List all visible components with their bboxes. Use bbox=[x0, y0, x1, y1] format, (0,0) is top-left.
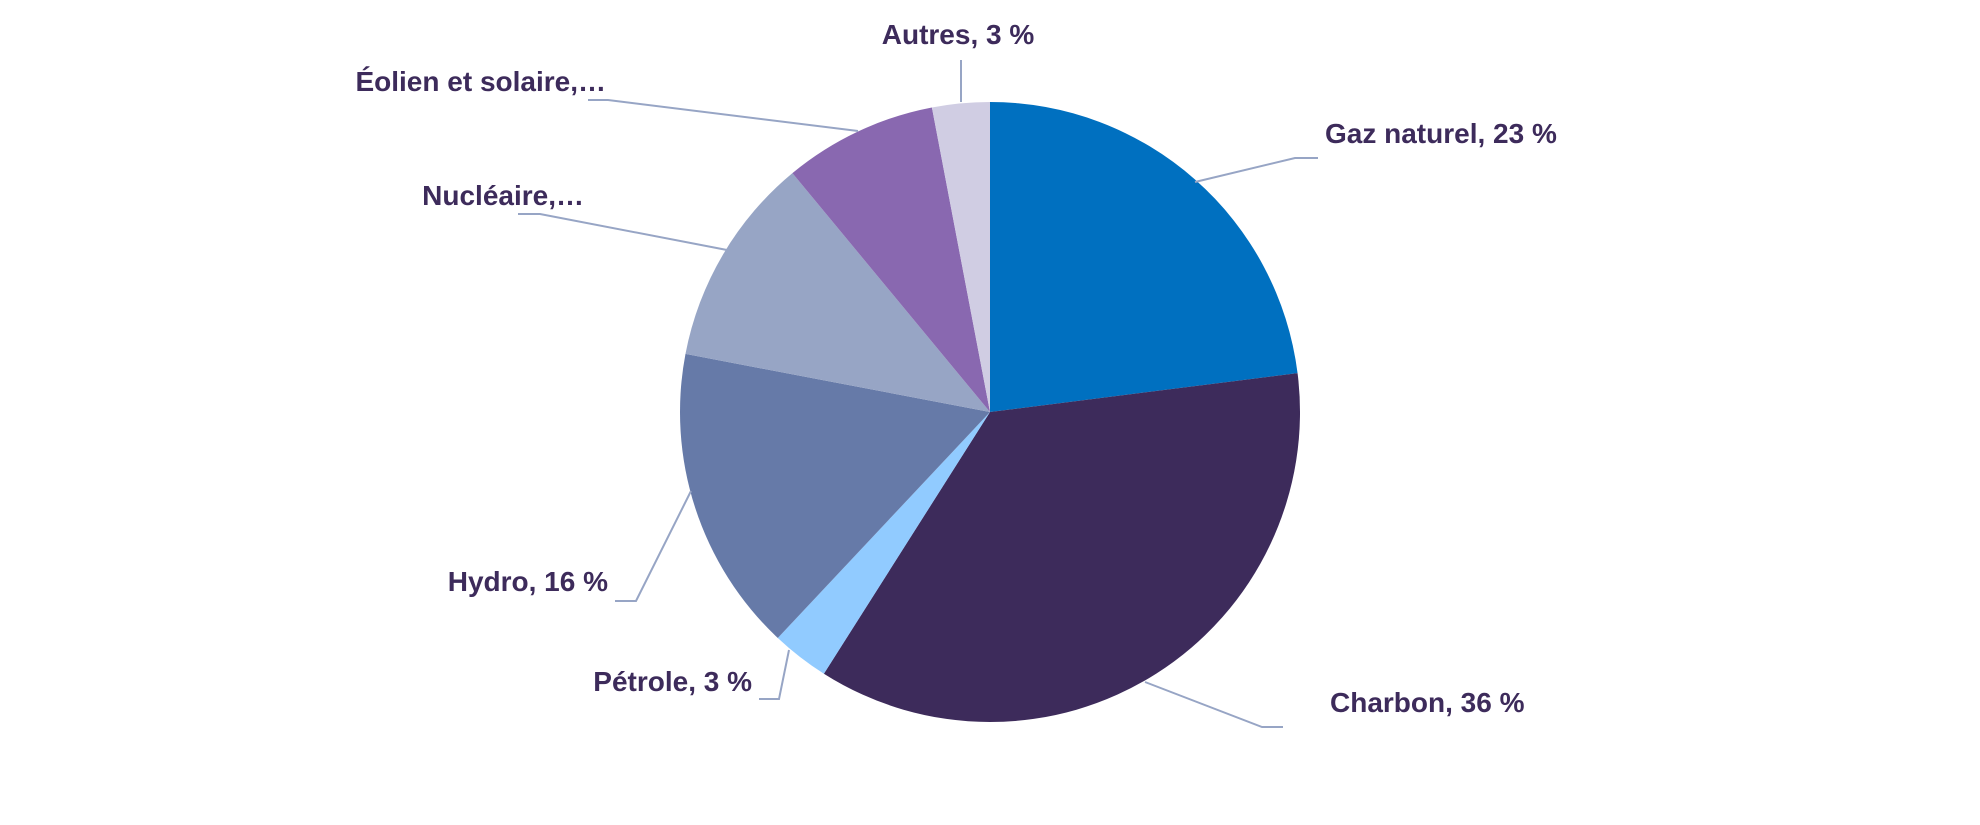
pie-slice-5 bbox=[685, 173, 990, 412]
slice-labels: Gaz naturel, 23 % Charbon, 36 % Pétrole, 3… bbox=[355, 19, 1556, 718]
pie-slice-3 bbox=[777, 412, 990, 674]
leader-line-1 bbox=[1194, 157, 1318, 183]
pie-slices bbox=[679, 102, 1301, 723]
slice-label-1: Gaz naturel, 23 % bbox=[1325, 118, 1557, 149]
pie-slice-1 bbox=[990, 102, 1298, 412]
slice-label-3: Pétrole, 3 % bbox=[593, 666, 752, 697]
pie-slice-7 bbox=[931, 102, 990, 412]
leader-lines bbox=[518, 60, 1318, 728]
pie-slice-6 bbox=[792, 107, 990, 413]
leader-line-2 bbox=[1144, 681, 1283, 728]
pie-slice-4 bbox=[679, 353, 990, 638]
slice-label-5: Nucléaire,… bbox=[422, 180, 584, 211]
leader-line-5 bbox=[518, 213, 728, 251]
pie-slice-2 bbox=[823, 373, 1301, 723]
leader-line-3 bbox=[759, 649, 790, 700]
slice-label-4: Hydro, 16 % bbox=[448, 566, 608, 597]
leader-line-4 bbox=[615, 490, 692, 602]
slice-label-7: Autres, 3 % bbox=[882, 19, 1035, 50]
slice-label-6: Éolien et solaire,… bbox=[355, 66, 606, 97]
leader-line-6 bbox=[588, 99, 859, 132]
slice-label-2: Charbon, 36 % bbox=[1330, 687, 1525, 718]
